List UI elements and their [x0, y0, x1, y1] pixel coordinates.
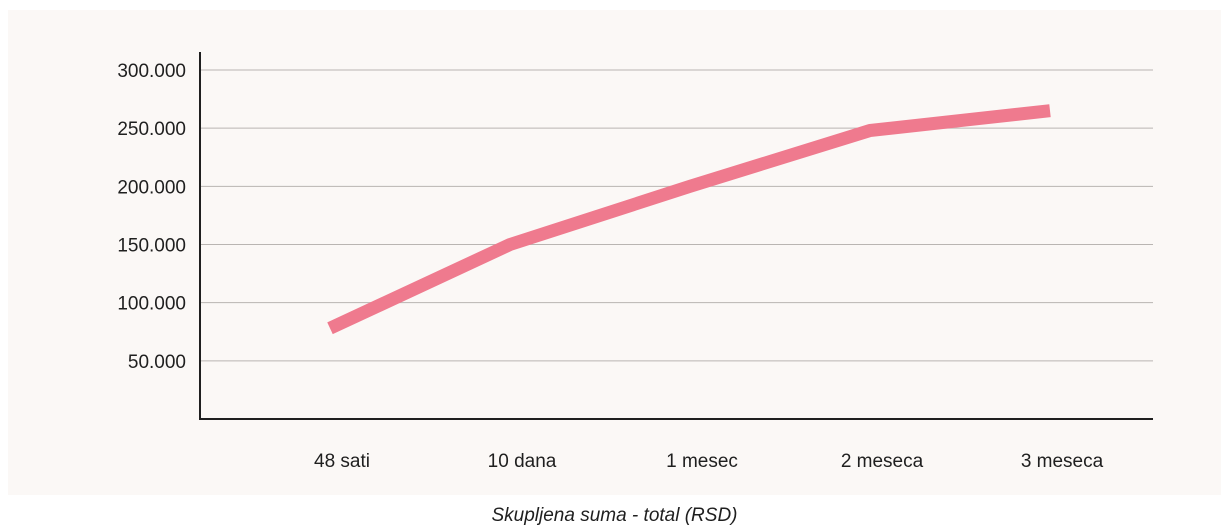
axes	[199, 52, 1153, 420]
y-tick-label: 200.000	[117, 177, 186, 198]
series	[327, 104, 1051, 335]
series-line	[327, 104, 1051, 335]
y-tick-labels: 50.000 100.000 150.000 200.000 250.000 300.00…	[117, 61, 186, 373]
y-tick-label: 300.000	[117, 61, 186, 82]
y-tick-label: 50.000	[128, 352, 186, 373]
y-tick-label: 150.000	[117, 236, 186, 257]
chart-caption: Skupljena suma - total (RSD)	[491, 505, 738, 526]
y-tick-label: 100.000	[117, 294, 186, 315]
y-tick-label: 250.000	[117, 119, 186, 140]
x-tick-label: 48 sati	[314, 451, 370, 472]
x-tick-label: 1 mesec	[666, 451, 738, 472]
x-tick-label: 3 meseca	[1021, 451, 1104, 472]
x-tick-labels: 48 sati 10 dana 1 mesec 2 meseca 3 meseca	[314, 451, 1104, 472]
x-tick-label: 10 dana	[488, 451, 557, 472]
x-tick-label: 2 meseca	[841, 451, 924, 472]
chart-panel	[8, 10, 1221, 495]
